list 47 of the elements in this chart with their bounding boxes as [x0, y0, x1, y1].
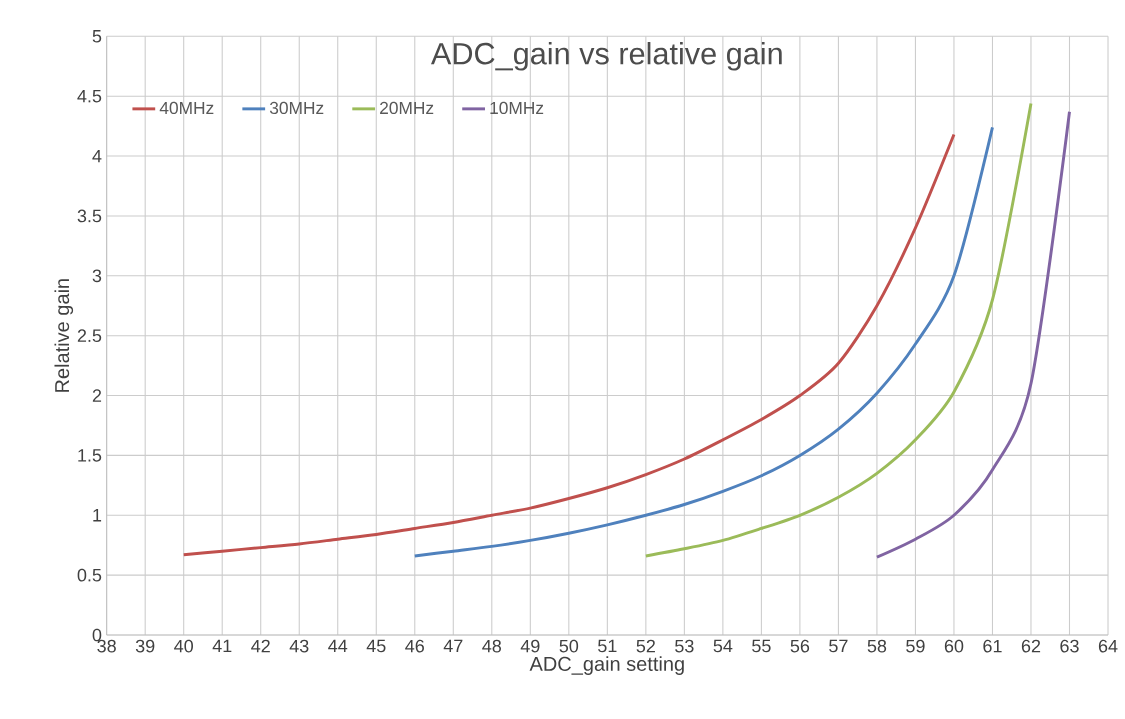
x-tick-label: 59	[906, 639, 925, 653]
x-tick-label: 51	[598, 639, 617, 653]
x-tick-label: 57	[829, 639, 848, 653]
y-axis-title: Relative gain	[54, 279, 74, 392]
x-tick-label: 61	[983, 639, 1002, 653]
line-series	[875, 110, 1071, 559]
x-tick-label: 63	[1060, 639, 1079, 653]
x-tick-label: 64	[1098, 639, 1118, 653]
x-tick-label: 56	[790, 639, 810, 653]
x-tick-label: 47	[443, 639, 463, 653]
legend-label: 30MHz	[269, 101, 324, 115]
x-tick-label: 58	[867, 639, 887, 653]
legend-label: 10MHz	[490, 101, 544, 115]
x-tick-label: 60	[944, 639, 964, 653]
x-tick-label: 42	[251, 639, 270, 653]
x-tick-label: 54	[713, 639, 733, 653]
legend-label: 40MHz	[159, 101, 214, 115]
y-tick-label: 2.5	[77, 329, 102, 343]
chart-title: ADC_gain vs relative gain	[430, 42, 782, 71]
x-tick-label: 44	[328, 639, 348, 653]
x-tick-label: 40	[174, 639, 193, 653]
line-series	[413, 125, 994, 558]
x-tick-label: 46	[405, 639, 424, 653]
x-tick-label: 52	[636, 639, 655, 653]
x-tick-label: 53	[675, 639, 694, 653]
line-series	[644, 101, 1033, 558]
x-tick-label: 62	[1021, 639, 1041, 653]
y-tick-label: 4.5	[77, 89, 102, 103]
y-tick-label: 3.5	[77, 209, 102, 223]
x-tick-label: 41	[212, 639, 232, 653]
x-tick-label: 50	[559, 639, 579, 653]
x-tick-label: 55	[752, 639, 771, 653]
x-tick-label: 48	[482, 639, 502, 653]
y-tick-label: 1	[93, 509, 102, 522]
x-tick-label: 45	[366, 639, 386, 653]
y-tick-label: 2	[92, 389, 102, 402]
x-tick-label: 49	[520, 639, 540, 653]
y-tick-label: 3	[92, 269, 102, 283]
y-tick-label: 1.5	[78, 449, 102, 462]
legend-label: 20MHz	[380, 101, 434, 115]
x-axis-title: ADC_gain setting	[529, 656, 684, 675]
y-tick-label: 0.5	[77, 568, 102, 582]
line-series	[182, 133, 956, 557]
x-tick-label: 39	[135, 639, 155, 653]
y-tick-label: 5	[92, 30, 102, 43]
y-tick-label: 4	[92, 149, 102, 163]
x-tick-label: 43	[289, 639, 309, 653]
